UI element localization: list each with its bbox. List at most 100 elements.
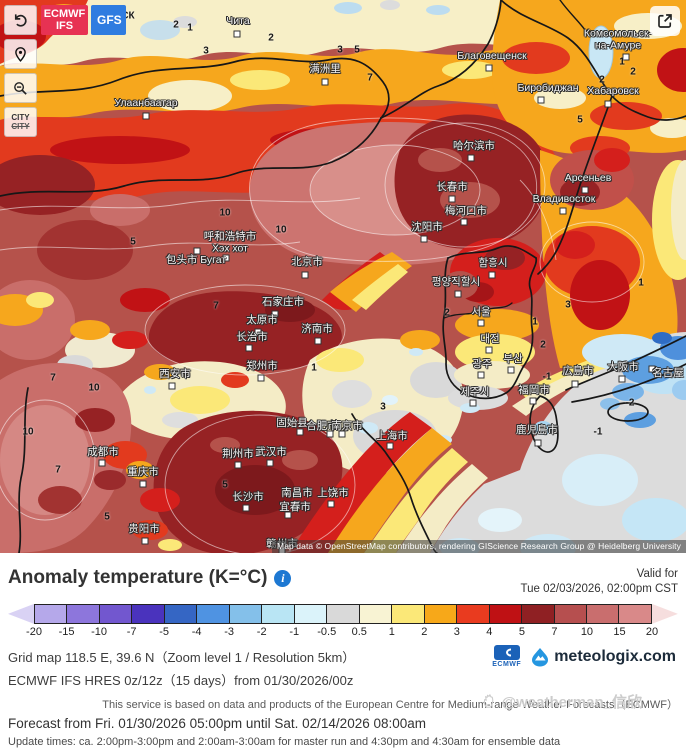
ecmwf-logo-mark	[493, 645, 520, 660]
colorbar-tick: -2	[256, 625, 267, 638]
colorbar-tick: 15	[613, 625, 626, 638]
city-label: 広島市	[562, 365, 594, 378]
colorbar-wrap: -20 -15 -10 -7 -5 -4 -3 -2 -1 -0.5 0.5 1 2 3 4 5 7 10 15 20	[8, 603, 678, 642]
city-labels-toggle[interactable]: CITY CITY	[4, 107, 37, 137]
city-label: Чита	[226, 15, 250, 28]
colorbar-tick: -4	[191, 625, 202, 638]
city-marker	[142, 112, 150, 120]
city-marker	[168, 382, 176, 390]
share-icon	[658, 14, 672, 28]
city-label: 南昌市	[281, 487, 313, 500]
city-marker	[534, 439, 542, 447]
city-marker	[242, 504, 250, 512]
locate-button[interactable]	[4, 39, 37, 69]
city-label: 梅河口市	[445, 205, 487, 218]
city-label: 哈尔滨市	[453, 140, 495, 153]
hand-gesture-icon	[484, 694, 494, 708]
model-ecmwf-ifs-button[interactable]: ECMWF IFS	[41, 5, 88, 35]
city-marker	[420, 235, 428, 243]
city-label: 西安市	[159, 368, 191, 381]
city-label: 呼和浩特市 Хэх хот	[203, 230, 257, 254]
map-side-controls: CITY CITY	[4, 5, 37, 137]
model-info-line: ECMWF IFS HRES 0z/12z（15 days）from 01/30…	[8, 672, 354, 688]
contour-label: 10	[275, 224, 287, 236]
city-marker	[648, 365, 656, 373]
city-label: 제주시	[460, 386, 490, 399]
city-label: 石家庄市	[262, 296, 304, 309]
zoom-out-button[interactable]	[4, 73, 37, 103]
map-attribution[interactable]: Map data © OpenStreetMap contributors, r…	[272, 540, 686, 553]
colorbar-tick: 20	[645, 625, 659, 638]
brand-text: meteologix.com	[554, 647, 676, 665]
colorbar-segment	[163, 603, 198, 624]
city-marker	[266, 459, 274, 467]
city-label: 서울	[471, 306, 491, 319]
colorbar-segment	[228, 603, 263, 624]
city-label: 대전	[480, 333, 500, 346]
location-pin-icon	[15, 46, 26, 62]
valid-for-block: Valid for Tue 02/03/2026, 02:00pm CST	[521, 567, 678, 597]
city-label: Улаанбаатар	[114, 97, 178, 110]
city-label: 包头市 Бугат	[165, 254, 227, 267]
colorbar-segment	[488, 603, 523, 624]
city-marker	[271, 310, 279, 318]
city-marker	[571, 380, 579, 388]
legend-panel: Anomaly temperature (K=°C) i Valid for T…	[0, 553, 686, 748]
colorbar-segment	[326, 603, 360, 624]
city-marker	[338, 430, 346, 438]
contour-label: 5	[577, 114, 583, 126]
colorbar-segment	[34, 603, 68, 624]
city-label: 上海市	[376, 430, 408, 443]
watermark: @weatherman_信欣	[481, 691, 642, 712]
contour-label: 7	[367, 72, 373, 84]
city-marker	[467, 154, 475, 162]
city-label: Арсеньев	[564, 172, 612, 185]
contour-label: 7	[213, 300, 219, 312]
contour-label: -2	[625, 397, 635, 409]
city-label: Благовещенск	[457, 50, 527, 63]
colorbar-arrow-left	[8, 603, 34, 624]
city-marker	[460, 218, 468, 226]
weather-map[interactable]: Чита Улаанбаатар 满洲里 Благовещенск Биробиджан…	[0, 0, 686, 553]
share-button[interactable]	[650, 6, 680, 36]
ecmwf-logo[interactable]: ECMWF	[492, 645, 521, 668]
colorbar-tick: 2	[421, 625, 428, 638]
logos: ECMWF meteologix.com	[492, 645, 676, 668]
city-label: 满洲里	[309, 63, 341, 76]
watermark-text: @weatherman_信欣	[501, 694, 642, 711]
city-marker	[314, 337, 322, 345]
city-marker	[454, 290, 462, 298]
refresh-button[interactable]	[4, 5, 37, 35]
city-label: 长沙市	[232, 491, 264, 504]
city-marker	[622, 53, 630, 61]
city-marker	[604, 100, 612, 108]
colorbar-segment	[261, 603, 295, 624]
contour-label: 2	[173, 19, 179, 31]
city-marker	[284, 511, 292, 519]
colorbar-segment	[521, 603, 555, 624]
update-times-line: Update times: ca. 2:00pm-3:00pm and 2:00…	[8, 735, 561, 748]
city-marker	[293, 500, 301, 508]
colorbar-segment	[585, 603, 620, 624]
colorbar-tick: 7	[551, 625, 558, 638]
contour-label: 1	[187, 22, 193, 34]
colorbar-segment	[553, 603, 587, 624]
colorbar	[8, 603, 678, 624]
model-gfs-button[interactable]: GFS	[91, 5, 126, 35]
city-marker	[469, 399, 477, 407]
city-marker	[301, 271, 309, 279]
city-label: 长春市	[436, 181, 468, 194]
colorbar-tick: -0.5	[317, 625, 337, 638]
city-label: 荆州市	[222, 448, 254, 461]
contour-label: 5	[222, 479, 228, 491]
city-toggle-label-off: CITY	[11, 122, 30, 131]
colorbar-tick: -20	[26, 625, 42, 638]
meteologix-logo[interactable]: meteologix.com	[530, 647, 676, 667]
city-label: 上饶市	[317, 487, 349, 500]
contour-label: 2	[599, 74, 605, 86]
city-marker	[234, 461, 242, 469]
colorbar-segment	[131, 603, 165, 624]
contour-label: 7	[50, 372, 56, 384]
colorbar-segment	[293, 603, 328, 624]
info-icon[interactable]: i	[274, 569, 292, 587]
